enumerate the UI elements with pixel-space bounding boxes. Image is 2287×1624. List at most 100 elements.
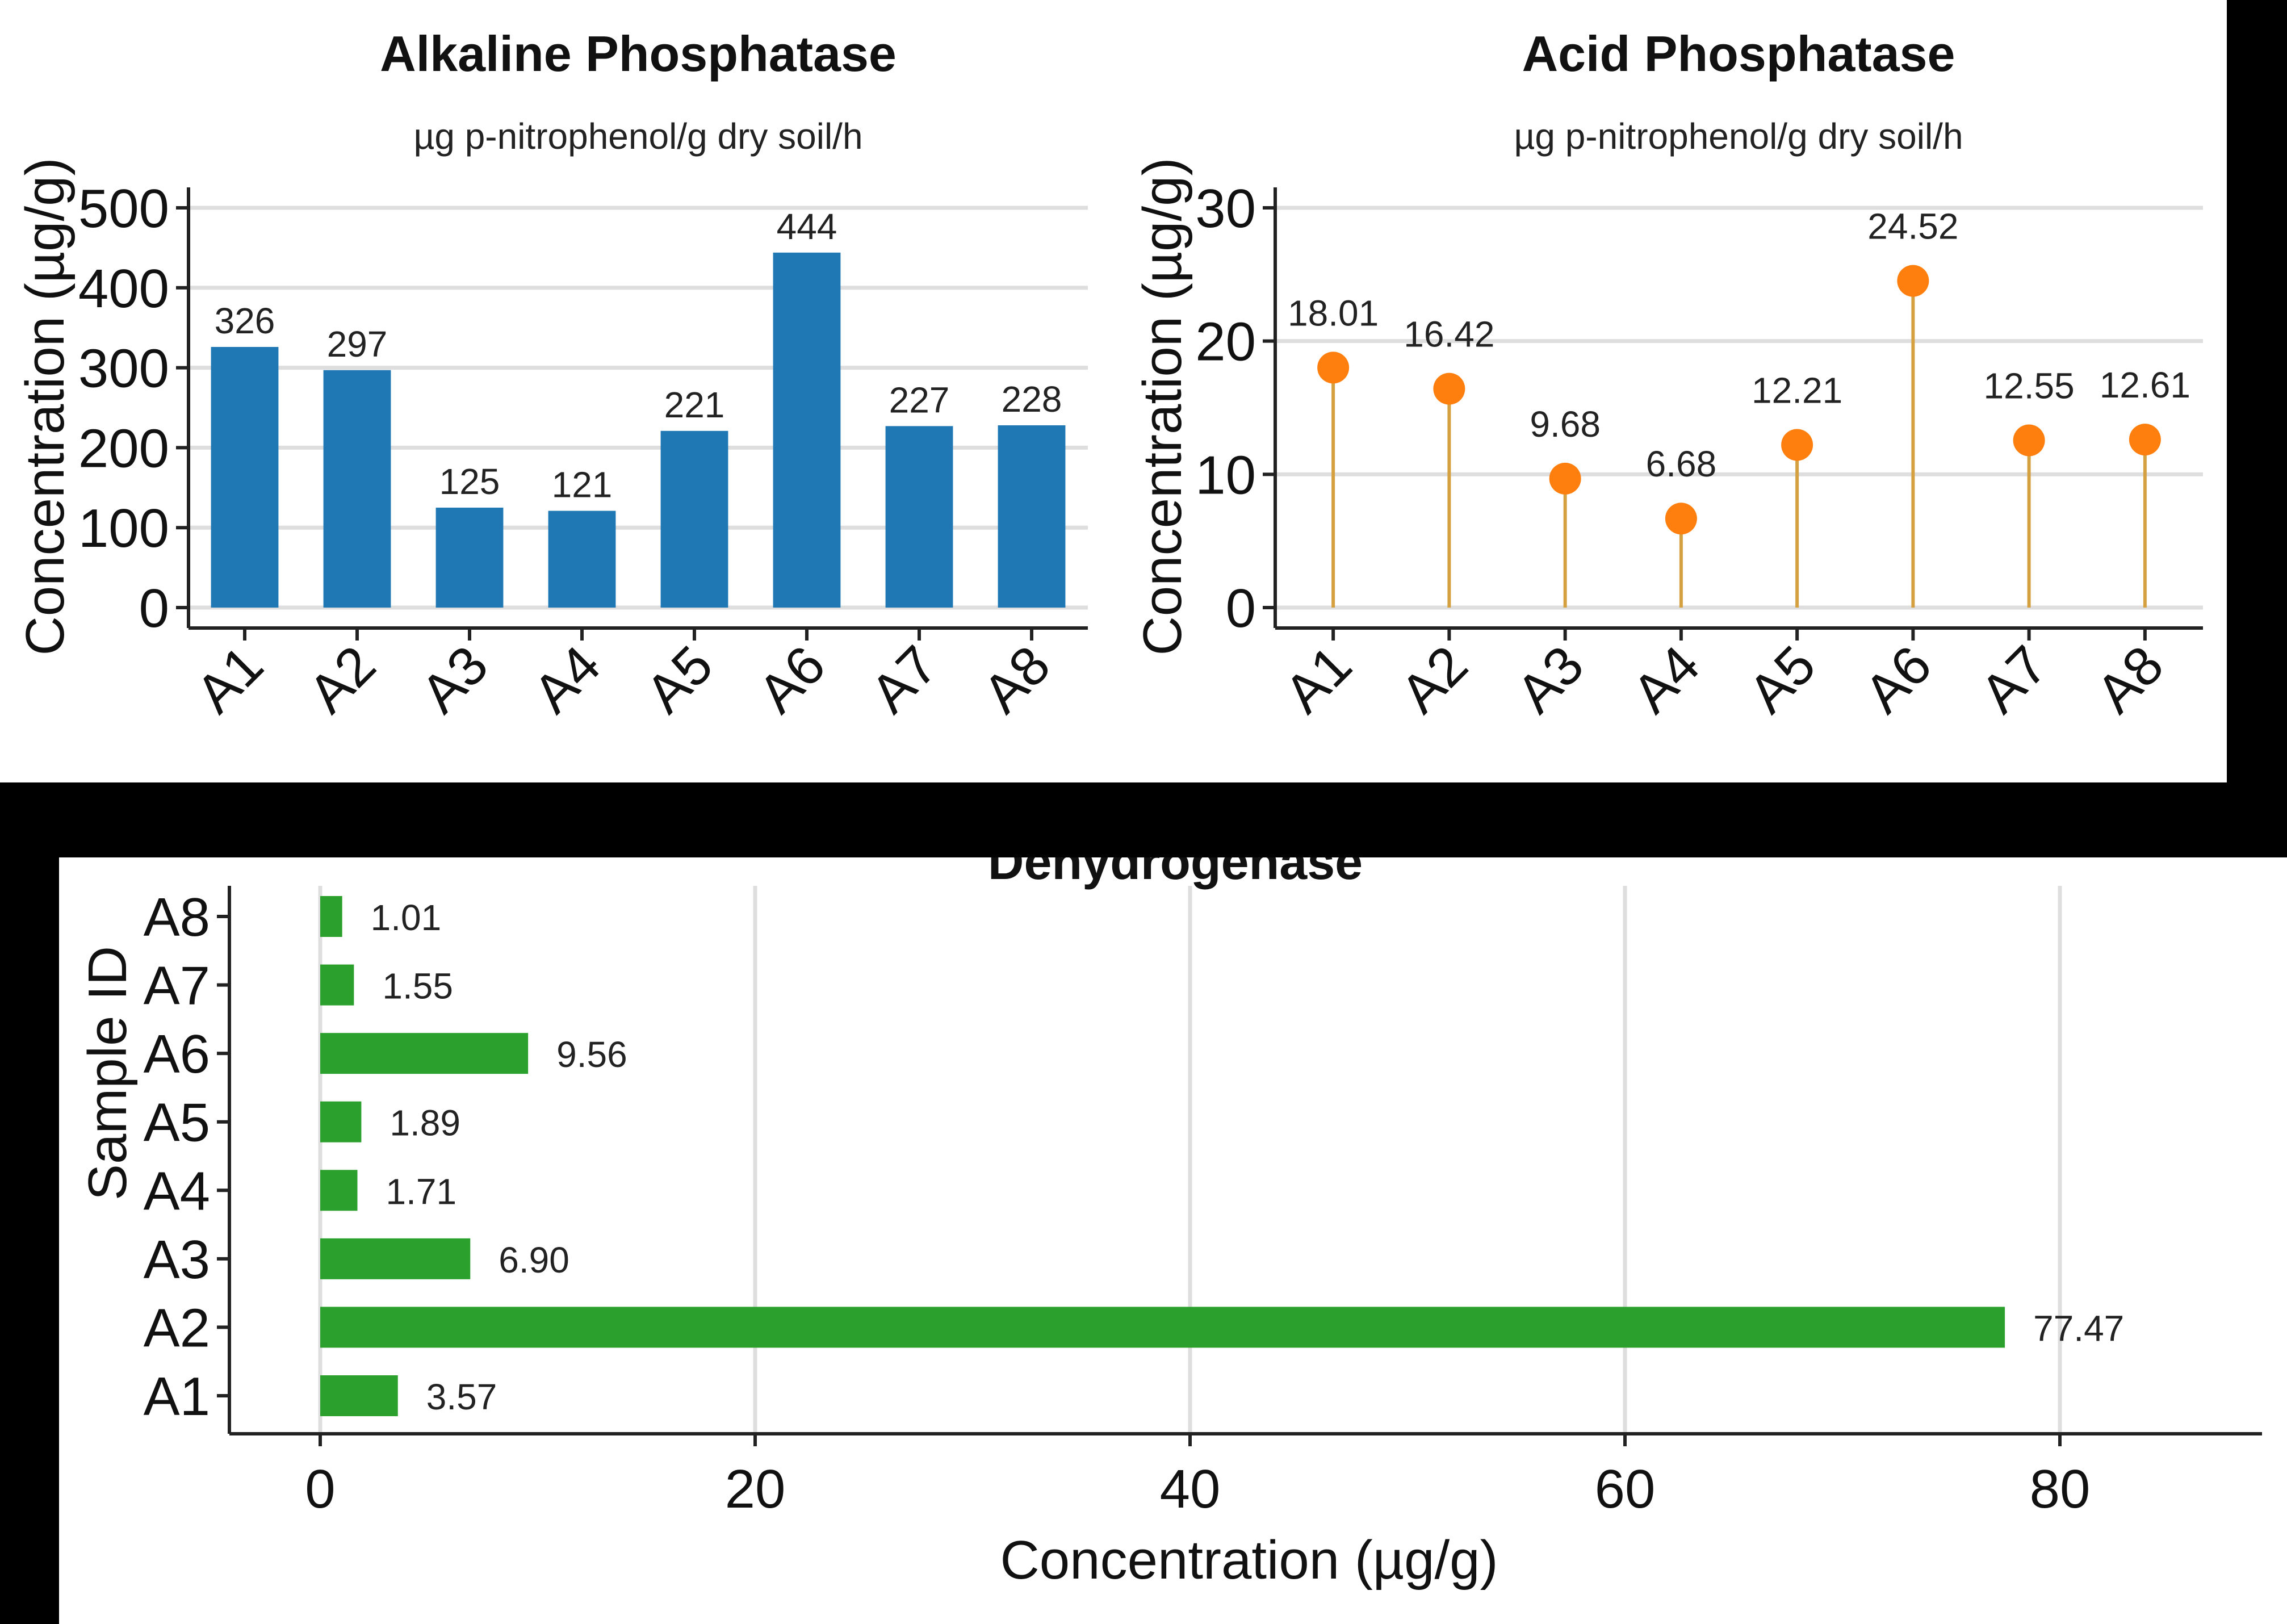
acid-x-tick-label: A3 bbox=[1505, 634, 1595, 725]
dehydrogenase-x-tick-label: 60 bbox=[1595, 1459, 1656, 1520]
dehydrogenase-bar bbox=[320, 1101, 362, 1142]
acid-point bbox=[2129, 424, 2161, 456]
alkaline-phosphatase-chart: Alkaline Phosphatase µg p-nitrophenol/g … bbox=[15, 26, 1088, 725]
acid-point bbox=[1549, 462, 1581, 495]
alkaline-data-label: 125 bbox=[439, 461, 500, 502]
alkaline-bar bbox=[660, 430, 728, 608]
alkaline-x-tick-label: A2 bbox=[297, 634, 387, 725]
acid-data-label: 24.52 bbox=[1867, 206, 1958, 247]
dehydrogenase-y-axis-title: Sample ID bbox=[77, 946, 138, 1200]
alkaline-data-label: 227 bbox=[889, 379, 950, 420]
acid-data-label: 18.01 bbox=[1288, 292, 1379, 333]
acid-title: Acid Phosphatase bbox=[1522, 26, 1955, 82]
alkaline-x-tick-label: A4 bbox=[522, 634, 612, 725]
alkaline-data-label: 297 bbox=[327, 324, 388, 365]
dehydrogenase-gridlines bbox=[318, 886, 2062, 1434]
acid-x-tick-label: A6 bbox=[1853, 634, 1943, 725]
dehydrogenase-bar bbox=[320, 964, 354, 1006]
dehydrogenase-y-tick-label: A7 bbox=[144, 956, 210, 1016]
acid-gridlines bbox=[1275, 206, 2203, 610]
acid-point bbox=[1317, 351, 1350, 384]
acid-y-tick-label: 20 bbox=[1195, 312, 1256, 372]
dehydrogenase-x-axis-title: Concentration (µg/g) bbox=[1000, 1530, 1498, 1590]
dehydrogenase-bar bbox=[320, 1307, 2005, 1348]
dehydrogenase-data-label: 3.57 bbox=[426, 1376, 497, 1417]
acid-data-label: 12.55 bbox=[1984, 365, 2075, 406]
dehydrogenase-x-tick-label: 80 bbox=[2030, 1459, 2091, 1520]
alkaline-data-label: 326 bbox=[215, 300, 275, 341]
alkaline-y-tick-label: 100 bbox=[78, 498, 169, 559]
acid-data-label: 9.68 bbox=[1530, 404, 1601, 445]
alkaline-bars: 326 297 125 121 221 444 227 228 bbox=[211, 206, 1066, 608]
acid-point bbox=[2013, 424, 2045, 457]
dehydrogenase-axes: 0 20 40 60 80 A1 A2 A3 A4 A5 A6 A7 A8 bbox=[144, 886, 2262, 1520]
alkaline-bar bbox=[211, 346, 279, 608]
acid-x-tick-label: A4 bbox=[1621, 634, 1711, 725]
dehydrogenase-bar bbox=[320, 1170, 358, 1211]
acid-y-tick-label: 30 bbox=[1195, 178, 1256, 239]
dehydrogenase-bars: 3.57 77.47 6.90 1.71 1.89 9.56 1.55 1.01 bbox=[320, 896, 2124, 1417]
dehydrogenase-chart: Dehydrogenase Sample ID Concentration (µ… bbox=[0, 782, 2287, 1624]
dehydrogenase-y-tick-label: A8 bbox=[144, 887, 210, 948]
alkaline-bar bbox=[773, 252, 841, 608]
acid-point bbox=[1897, 265, 1929, 297]
dehydrogenase-x-tick-label: 40 bbox=[1160, 1459, 1221, 1520]
dehydrogenase-data-label: 9.56 bbox=[556, 1034, 627, 1075]
alkaline-data-label: 121 bbox=[552, 464, 613, 505]
dehydrogenase-y-tick-label: A5 bbox=[144, 1093, 210, 1153]
dehydrogenase-y-tick-label: A6 bbox=[144, 1024, 210, 1085]
alkaline-bar bbox=[548, 510, 616, 608]
dehydrogenase-bar bbox=[320, 1375, 398, 1416]
alkaline-data-label: 221 bbox=[664, 384, 725, 425]
alkaline-y-tick-label: 200 bbox=[78, 418, 169, 479]
acid-y-tick-label: 10 bbox=[1195, 445, 1256, 505]
acid-lollipops: 18.01 16.42 9.68 6.68 12.21 24.52 12.55 12.61 bbox=[1288, 206, 2190, 608]
alkaline-x-tick-label: A6 bbox=[747, 634, 837, 725]
alkaline-subtitle: µg p-nitrophenol/g dry soil/h bbox=[413, 116, 862, 157]
alkaline-data-label: 228 bbox=[1002, 379, 1062, 420]
dehydrogenase-y-tick-label: A2 bbox=[144, 1297, 210, 1358]
dehydrogenase-y-tick-label: A4 bbox=[144, 1161, 210, 1221]
acid-data-label: 12.21 bbox=[1752, 370, 1842, 411]
left-black-strip bbox=[0, 782, 59, 1624]
alkaline-bar bbox=[435, 508, 504, 608]
dehydrogenase-data-label: 77.47 bbox=[2033, 1308, 2124, 1349]
dehydrogenase-bar bbox=[320, 1238, 471, 1279]
alkaline-data-label: 444 bbox=[777, 206, 837, 247]
alkaline-y-tick-label: 500 bbox=[78, 178, 169, 239]
acid-data-label: 16.42 bbox=[1404, 314, 1494, 355]
acid-point bbox=[1781, 429, 1813, 461]
dehydrogenase-data-label: 1.71 bbox=[386, 1171, 456, 1212]
alkaline-x-tick-label: A7 bbox=[859, 634, 949, 725]
acid-point bbox=[1665, 503, 1697, 535]
alkaline-bar bbox=[998, 425, 1066, 608]
dehydrogenase-data-label: 1.89 bbox=[389, 1103, 460, 1144]
alkaline-bar bbox=[885, 426, 953, 608]
dehydrogenase-bar bbox=[320, 1033, 529, 1074]
dehydrogenase-y-tick-label: A1 bbox=[144, 1366, 210, 1427]
alkaline-x-tick-label: A5 bbox=[634, 634, 724, 725]
acid-x-tick-label: A8 bbox=[2085, 634, 2175, 725]
alkaline-title: Alkaline Phosphatase bbox=[380, 26, 897, 82]
dehydrogenase-y-tick-label: A3 bbox=[144, 1229, 210, 1290]
acid-x-tick-label: A2 bbox=[1389, 634, 1480, 725]
title-occlusion-band bbox=[0, 782, 2287, 857]
alkaline-y-axis-title: Concentration (µg/g) bbox=[15, 157, 76, 655]
acid-x-tick-label: A1 bbox=[1273, 634, 1363, 725]
acid-y-axis-title: Concentration (µg/g) bbox=[1132, 157, 1193, 655]
acid-y-tick-label: 0 bbox=[1226, 578, 1256, 639]
dehydrogenase-x-tick-label: 0 bbox=[305, 1459, 335, 1520]
acid-x-tick-label: A7 bbox=[1969, 634, 2059, 725]
acid-subtitle: µg p-nitrophenol/g dry soil/h bbox=[1514, 116, 1963, 157]
acid-x-tick-label: A5 bbox=[1737, 634, 1827, 725]
alkaline-x-tick-label: A3 bbox=[409, 634, 500, 725]
acid-data-label: 12.61 bbox=[2100, 365, 2190, 405]
dehydrogenase-bar bbox=[320, 896, 342, 937]
dehydrogenase-data-label: 6.90 bbox=[499, 1240, 569, 1280]
alkaline-x-tick-label: A1 bbox=[185, 634, 275, 725]
alkaline-y-tick-label: 400 bbox=[78, 258, 169, 319]
acid-point bbox=[1433, 372, 1465, 405]
dehydrogenase-data-label: 1.55 bbox=[382, 966, 453, 1007]
acid-phosphatase-chart: Acid Phosphatase µg p-nitrophenol/g dry … bbox=[1132, 26, 2203, 725]
